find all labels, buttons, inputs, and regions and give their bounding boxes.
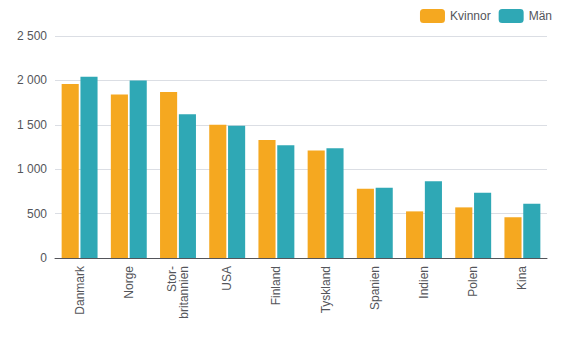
svg-text:Spanien: Spanien — [368, 266, 382, 310]
svg-text:0: 0 — [40, 251, 47, 265]
svg-text:Polen: Polen — [466, 266, 480, 297]
svg-text:britannien: britannien — [177, 266, 191, 319]
svg-text:Tyskland: Tyskland — [319, 266, 333, 313]
svg-text:1 000: 1 000 — [17, 162, 47, 176]
svg-text:Danmark: Danmark — [73, 265, 87, 315]
svg-text:2 500: 2 500 — [17, 29, 47, 43]
svg-text:2 000: 2 000 — [17, 73, 47, 87]
svg-text:500: 500 — [27, 207, 47, 221]
svg-text:Kvinnor: Kvinnor — [450, 9, 491, 23]
svg-text:Indien: Indien — [417, 266, 431, 299]
svg-text:Finland: Finland — [269, 266, 283, 305]
svg-text:USA: USA — [220, 266, 234, 291]
svg-text:Norge: Norge — [122, 266, 136, 299]
svg-text:Män: Män — [529, 9, 552, 23]
svg-text:Kina: Kina — [515, 266, 529, 290]
svg-text:Stor-: Stor- — [165, 266, 179, 292]
svg-text:1 500: 1 500 — [17, 118, 47, 132]
